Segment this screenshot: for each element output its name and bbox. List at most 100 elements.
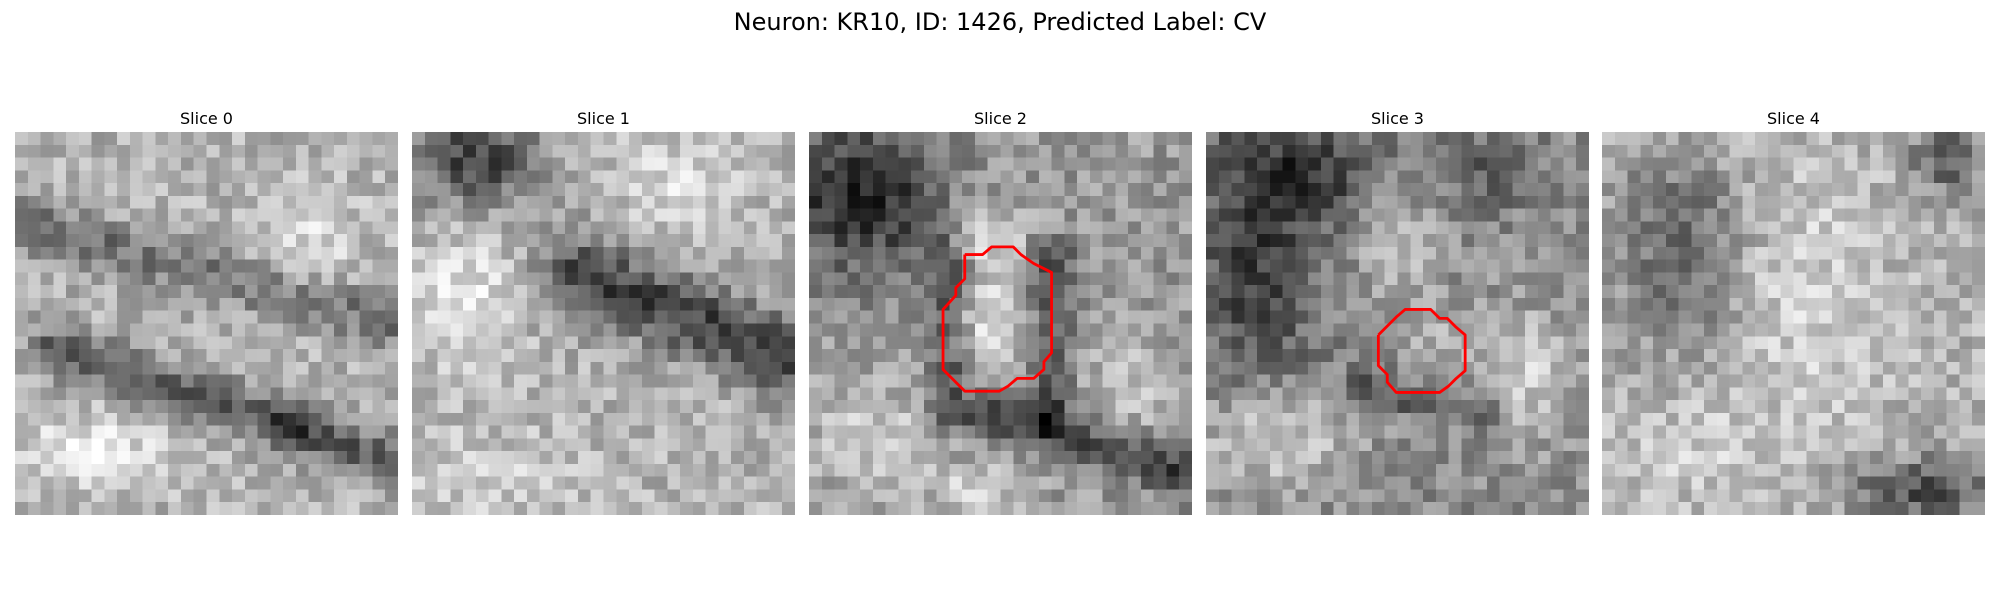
pixel	[296, 298, 309, 311]
pixel	[309, 477, 322, 490]
pixel	[1704, 489, 1717, 502]
pixel	[835, 387, 848, 400]
pixel	[975, 464, 988, 477]
pixel	[1883, 145, 1896, 158]
pixel	[1154, 362, 1167, 375]
pixel	[1742, 298, 1755, 311]
pixel	[1334, 451, 1347, 464]
pixel	[412, 375, 425, 388]
pixel	[155, 413, 168, 426]
pixel	[578, 183, 591, 196]
pixel	[667, 196, 680, 209]
pixel	[769, 375, 782, 388]
pixel	[1308, 336, 1321, 349]
pixel	[937, 477, 950, 490]
pixel	[835, 477, 848, 490]
pixel	[898, 285, 911, 298]
pixel	[1449, 183, 1462, 196]
pixel	[1755, 221, 1768, 234]
pixel	[718, 451, 731, 464]
pixel	[1628, 170, 1641, 183]
pixel	[1141, 221, 1154, 234]
pixel	[143, 298, 156, 311]
pixel	[1449, 489, 1462, 502]
pixel	[130, 158, 143, 171]
pixel	[1959, 502, 1972, 515]
pixel	[757, 221, 770, 234]
pixel	[1832, 311, 1845, 324]
pixel	[1896, 400, 1909, 413]
pixel	[1295, 451, 1308, 464]
pixel	[809, 170, 822, 183]
pixel	[667, 272, 680, 285]
pixel	[873, 145, 886, 158]
pixel	[1026, 464, 1039, 477]
pixel	[283, 209, 296, 222]
pixel	[1103, 438, 1116, 451]
pixel	[347, 221, 360, 234]
pixel	[232, 362, 245, 375]
pixel	[822, 400, 835, 413]
pixel	[1563, 285, 1576, 298]
pixel	[1959, 387, 1972, 400]
pixel	[1257, 489, 1270, 502]
pixel	[1870, 477, 1883, 490]
pixel	[1959, 375, 1972, 388]
pixel	[1474, 170, 1487, 183]
pixel	[245, 438, 258, 451]
pixel	[1257, 362, 1270, 375]
pixel	[347, 336, 360, 349]
pixel	[514, 234, 527, 247]
pixel	[1972, 336, 1985, 349]
pixel	[1141, 477, 1154, 490]
pixel	[1563, 375, 1576, 388]
pixel	[117, 183, 130, 196]
pixel	[258, 311, 271, 324]
pixel	[1385, 209, 1398, 222]
pixel	[1308, 221, 1321, 234]
pixel	[1704, 311, 1717, 324]
pixel	[1755, 170, 1768, 183]
pixel	[655, 298, 668, 311]
pixel	[757, 451, 770, 464]
pixel	[1628, 298, 1641, 311]
pixel	[1257, 272, 1270, 285]
pixel	[1576, 145, 1589, 158]
pixel	[1896, 502, 1909, 515]
pixel	[1794, 362, 1807, 375]
pixel	[616, 349, 629, 362]
pixel	[1512, 375, 1525, 388]
pixel	[1806, 170, 1819, 183]
pixel	[975, 413, 988, 426]
pixel	[245, 170, 258, 183]
pixel	[347, 349, 360, 362]
pixel	[1653, 132, 1666, 145]
pixel	[66, 502, 79, 515]
pixel	[1052, 234, 1065, 247]
pixel	[744, 272, 757, 285]
pixel	[1115, 413, 1128, 426]
pixel	[1039, 196, 1052, 209]
pixel	[540, 145, 553, 158]
pixel	[283, 158, 296, 171]
pixel	[873, 426, 886, 439]
pixel	[41, 234, 54, 247]
pixel	[1077, 438, 1090, 451]
pixel	[680, 477, 693, 490]
pixel	[309, 438, 322, 451]
pixel	[1615, 477, 1628, 490]
pixel	[450, 247, 463, 260]
pixel	[744, 209, 757, 222]
pixel	[860, 285, 873, 298]
pixel	[924, 285, 937, 298]
pixel	[92, 438, 105, 451]
pixel	[1832, 209, 1845, 222]
pixel	[744, 362, 757, 375]
pixel	[1857, 132, 1870, 145]
pixel	[1103, 311, 1116, 324]
pixel	[1538, 349, 1551, 362]
pixel	[245, 489, 258, 502]
pixel	[1372, 387, 1385, 400]
pixel	[15, 132, 28, 145]
pixel	[1653, 209, 1666, 222]
